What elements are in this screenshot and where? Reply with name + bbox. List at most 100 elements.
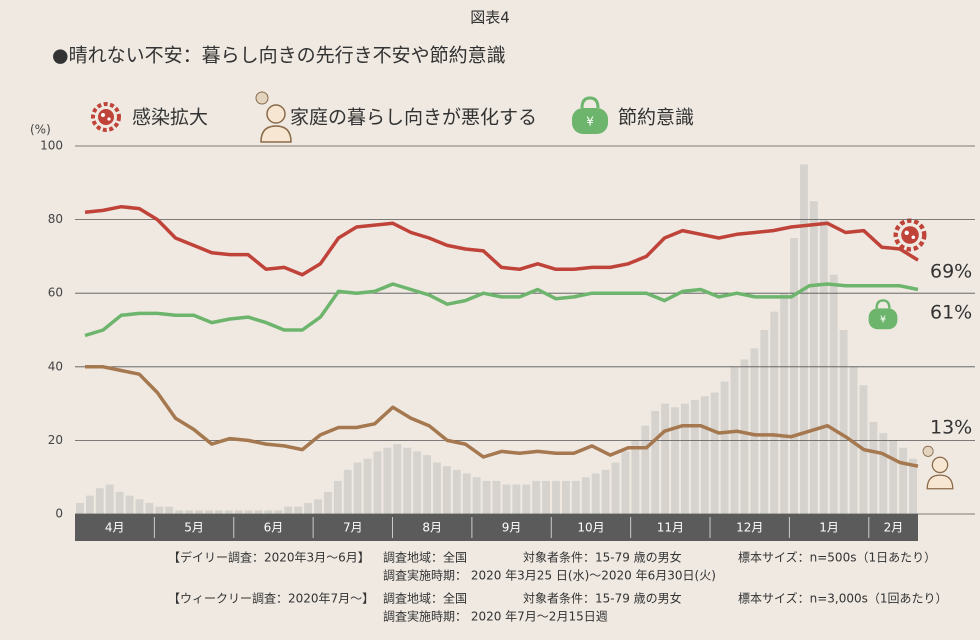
x-tick-label: 6月 [264, 521, 284, 535]
background-bar [899, 447, 908, 514]
background-bar [204, 510, 213, 514]
background-bar [532, 480, 541, 514]
x-tick-label: 10月 [577, 521, 604, 535]
background-bar [482, 480, 491, 514]
svg-text:¥: ¥ [586, 115, 594, 129]
background-bar [85, 495, 94, 514]
background-bar [700, 396, 709, 514]
background-bar [631, 440, 640, 514]
background-bar [413, 451, 422, 514]
footnote: 【デイリー調査：2020年3月～6月】 [168, 550, 370, 565]
footnote: 対象者条件：15-79 歳の男女 [523, 550, 682, 565]
background-bar [373, 451, 382, 514]
y-tick-label: 80 [48, 212, 63, 226]
x-tick-label: 5月 [184, 521, 204, 535]
background-bar [363, 458, 372, 514]
chart-subtitle: ●晴れない不安：暮らし向きの先行き不安や節約意識 [52, 45, 506, 67]
svg-text:¥: ¥ [880, 315, 886, 326]
background-bar [492, 480, 501, 514]
background-bar [214, 510, 223, 514]
background-bar [462, 473, 471, 514]
background-bar [591, 473, 600, 514]
background-bar [690, 399, 699, 514]
background-bar [869, 422, 878, 514]
background-bar [135, 499, 144, 514]
legend-icons: ¥ ¥ [91, 91, 954, 490]
background-bar [502, 484, 511, 514]
background-bar [472, 477, 481, 514]
x-tick-label: 12月 [736, 521, 763, 535]
background-bar [115, 491, 124, 514]
x-tick-label: 2月 [884, 521, 904, 535]
series-line [84, 204, 919, 277]
end-label: 69% [930, 261, 972, 283]
background-bar [790, 238, 798, 514]
footnote: 調査地域：全国 [383, 550, 467, 565]
x-tick-label: 7月 [343, 521, 363, 535]
end-label: 13% [930, 417, 972, 439]
background-bar [175, 510, 184, 514]
background-bar [433, 462, 441, 514]
footnote: 調査実施時期： 2020 年7月～2月15日週 [383, 609, 608, 624]
background-bar [185, 510, 194, 514]
background-bar [720, 381, 729, 514]
series-line [85, 365, 919, 468]
x-tick-label: 4月 [105, 521, 125, 535]
background-bar [145, 502, 154, 514]
background-bar [889, 440, 898, 514]
background-bar [740, 359, 749, 514]
legend-label: 感染拡大 [132, 107, 208, 129]
background-bar [314, 499, 322, 514]
y-unit: (%) [30, 123, 51, 137]
footnote: 標本サイズ：n=500s（1日あたり） [738, 550, 936, 565]
footnote: 調査地域：全国 [383, 591, 467, 606]
background-bar [512, 484, 521, 514]
end-label: 61% [930, 302, 972, 324]
background-bar [234, 510, 243, 514]
background-bar [780, 293, 789, 514]
x-tick-label: 1月 [819, 521, 839, 535]
background-bar [274, 510, 283, 514]
virus-icon [91, 102, 121, 132]
background-bar [809, 201, 818, 514]
background-bar [165, 506, 174, 514]
background-bar [799, 164, 808, 514]
y-tick-label: 20 [48, 433, 63, 447]
background-bar [601, 469, 610, 514]
background-bar [264, 510, 273, 514]
background-bar [680, 403, 689, 514]
y-tick-label: 100 [40, 139, 63, 153]
background-bar [294, 506, 303, 514]
background-bar [442, 466, 451, 514]
background-bar [423, 455, 432, 514]
x-tick-label: 9月 [502, 521, 522, 535]
background-bar [333, 480, 342, 514]
background-bar [353, 462, 362, 514]
background-bar [641, 425, 650, 514]
person-icon [922, 445, 954, 490]
purse-icon: ¥ [868, 299, 898, 330]
month-band [75, 514, 918, 541]
background-bar [561, 480, 570, 514]
legend-label: 節約意識 [618, 107, 694, 129]
background-bar [571, 480, 580, 514]
virus-icon [893, 218, 927, 252]
background-bar [710, 392, 719, 514]
background-bar [323, 491, 332, 514]
background-bar [522, 484, 531, 514]
y-tick-label: 60 [48, 286, 63, 300]
background-bar [651, 410, 660, 514]
background-bar [879, 433, 888, 514]
background-bar [403, 447, 412, 514]
background-bar [839, 330, 848, 514]
series-line [84, 282, 919, 338]
background-bar [452, 469, 461, 514]
background-bar [750, 348, 759, 514]
background-bar [661, 403, 670, 514]
background-bar [542, 480, 551, 514]
background-bar [829, 274, 838, 514]
x-tick-label: 11月 [657, 521, 684, 535]
background-bar [254, 510, 263, 514]
y-tick-label: 0 [55, 507, 63, 521]
